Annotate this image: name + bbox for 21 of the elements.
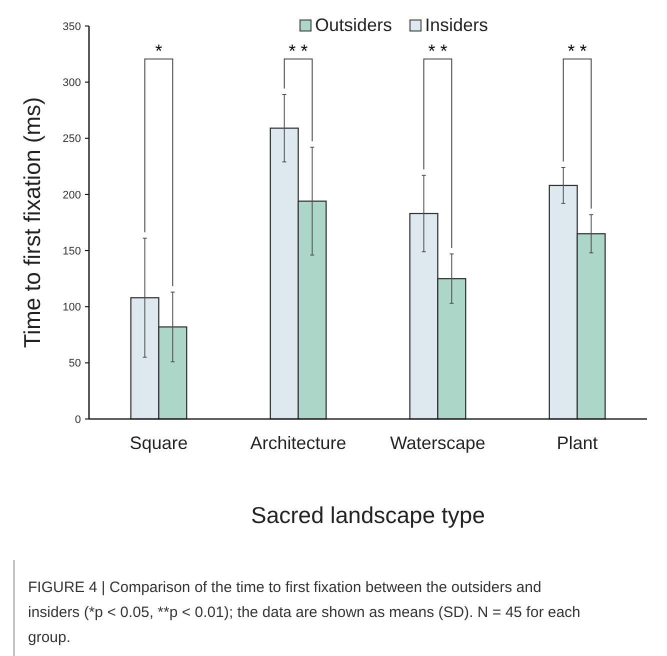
annotation: * * xyxy=(568,41,587,61)
y-tick-label: 200 xyxy=(62,189,81,202)
x-tick-label: Architecture xyxy=(250,433,346,453)
y-tick-label: 350 xyxy=(62,20,81,33)
x-tick-label: Plant xyxy=(556,433,598,453)
annotation: * * xyxy=(288,41,308,61)
annotation: * xyxy=(155,41,162,61)
annotation: * * xyxy=(428,41,448,61)
y-tick-label: 300 xyxy=(62,76,81,89)
y-tick-label: 50 xyxy=(68,358,81,370)
x-axis-title: Sacred landscape type xyxy=(251,502,485,528)
legend-label: Insiders xyxy=(425,15,488,35)
legend-label: Outsiders xyxy=(315,15,392,35)
y-tick-label: 0 xyxy=(74,414,81,426)
y-tick-label: 150 xyxy=(62,245,81,258)
y-tick-label: 100 xyxy=(62,302,81,314)
y-axis-title: Time to first fixation (ms) xyxy=(19,97,45,348)
x-tick-label: Waterscape xyxy=(390,433,486,453)
y-tick-label: 250 xyxy=(62,133,81,146)
x-tick-label: Square xyxy=(130,433,188,453)
caption: FIGURE 4 | Comparison of the time to first fixation between the outsiders and insiders (*p < 0.05, **p < 0.01); the data are shown as means (SD). N = 45 for each group. xyxy=(28,579,580,646)
